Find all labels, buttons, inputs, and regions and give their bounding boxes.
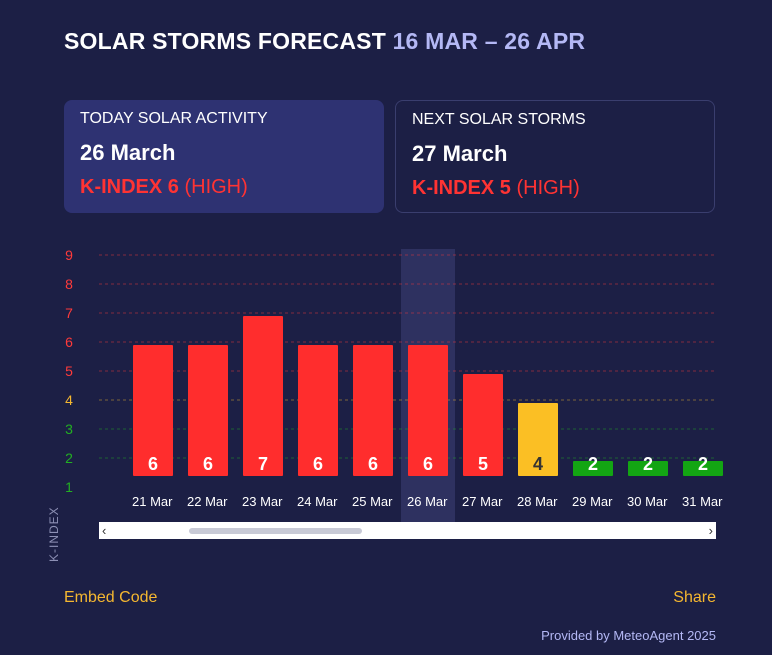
x-tick-label: 25 Mar: [352, 494, 393, 509]
scrollbar-thumb[interactable]: [189, 528, 362, 534]
bar-30-mar: [628, 461, 668, 476]
bar-31-mar: [683, 461, 723, 476]
bar-value-label: 2: [588, 454, 598, 474]
x-tick-label: 24 Mar: [297, 494, 338, 509]
bar-25-mar: [353, 345, 393, 476]
next-kindex: K-INDEX 5 (HIGH): [412, 177, 698, 200]
today-date: 26 March: [80, 140, 176, 165]
y-tick-label-3: 3: [65, 421, 73, 437]
bar-24-mar: [298, 345, 338, 476]
title-text: SOLAR STORMS FORECAST: [64, 28, 386, 54]
next-storms-card: NEXT SOLAR STORMS 27 March K-INDEX 5 (HI…: [395, 100, 715, 213]
x-tick-label: 21 Mar: [132, 494, 173, 509]
bar-value-label: 4: [533, 454, 543, 474]
page-title: SOLAR STORMS FORECAST 16 MAR – 26 APR: [64, 28, 585, 55]
bar-value-label: 6: [368, 454, 378, 474]
y-tick-label-1: 1: [65, 479, 73, 495]
y-tick-label-2: 2: [65, 450, 73, 466]
next-kindex-level: (HIGH): [516, 177, 580, 199]
today-label: TODAY SOLAR ACTIVITY: [80, 110, 268, 127]
bar-value-label: 7: [258, 454, 268, 474]
bar-value-label: 6: [423, 454, 433, 474]
bar-value-label: 5: [478, 454, 488, 474]
bar-value-label: 6: [148, 454, 158, 474]
scroll-left-icon[interactable]: ‹: [102, 523, 107, 538]
bar-29-mar: [573, 461, 613, 476]
y-tick-label-7: 7: [65, 305, 73, 321]
embed-code-link[interactable]: Embed Code: [64, 589, 158, 606]
x-tick-label: 28 Mar: [517, 494, 558, 509]
bar-26-mar: [408, 345, 448, 476]
bar-value-label: 6: [313, 454, 323, 474]
x-tick-label: 26 Mar: [407, 494, 448, 509]
bar-value-label: 6: [203, 454, 213, 474]
y-tick-label-9: 9: [65, 247, 73, 263]
bar-27-mar: [463, 374, 503, 476]
y-tick-label-6: 6: [65, 334, 73, 350]
x-tick-label: 23 Mar: [242, 494, 283, 509]
next-kindex-value: K-INDEX 5: [412, 177, 511, 199]
x-tick-label: 27 Mar: [462, 494, 503, 509]
scroll-right-icon[interactable]: ›: [708, 523, 713, 538]
bar-22-mar: [188, 345, 228, 476]
next-label: NEXT SOLAR STORMS: [412, 111, 586, 128]
x-tick-label: 29 Mar: [572, 494, 613, 509]
bar-value-label: 2: [643, 454, 653, 474]
today-kindex-value: K-INDEX 6: [80, 176, 179, 198]
bar-28-mar: [518, 403, 558, 476]
bar-23-mar: [243, 316, 283, 476]
chart-scrollbar[interactable]: ‹ ›: [99, 522, 716, 539]
provider-credit: Provided by MeteoAgent 2025: [541, 628, 716, 643]
today-activity-card: TODAY SOLAR ACTIVITY 26 March K-INDEX 6 …: [64, 100, 384, 213]
y-tick-label-4: 4: [65, 392, 73, 408]
bar-21-mar: [133, 345, 173, 476]
y-tick-label-5: 5: [65, 363, 73, 379]
x-tick-label: 22 Mar: [187, 494, 228, 509]
x-tick-label: 30 Mar: [627, 494, 668, 509]
today-kindex: K-INDEX 6 (HIGH): [80, 176, 368, 199]
y-tick-label-8: 8: [65, 276, 73, 292]
next-date: 27 March: [412, 141, 508, 166]
x-tick-label: 31 Mar: [682, 494, 723, 509]
today-kindex-level: (HIGH): [184, 176, 248, 198]
bar-value-label: 2: [698, 454, 708, 474]
date-range: 16 MAR – 26 APR: [392, 28, 586, 54]
y-axis-label: K-INDEX: [47, 506, 61, 562]
share-link[interactable]: Share: [673, 589, 716, 606]
